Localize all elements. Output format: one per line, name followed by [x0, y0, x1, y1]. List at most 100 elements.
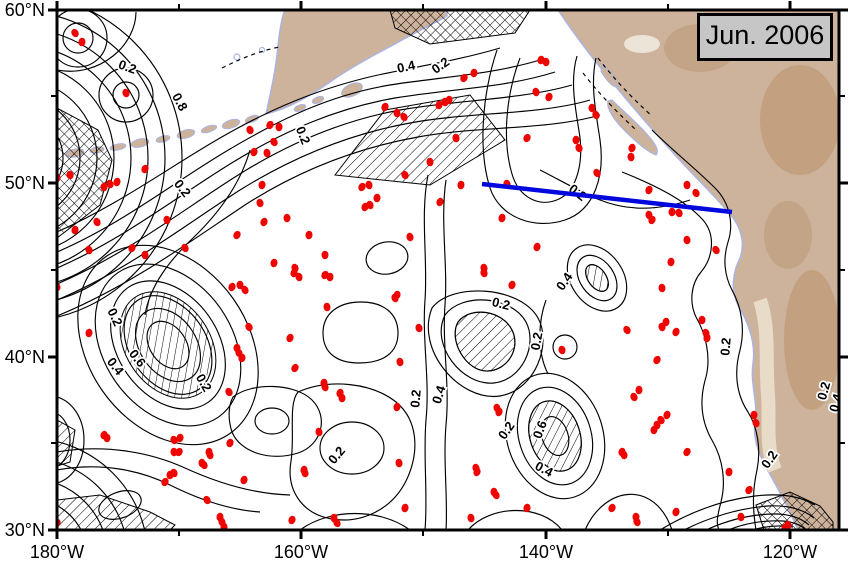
float-dot — [784, 520, 792, 529]
float-dot — [645, 185, 653, 195]
float-dot — [58, 173, 61, 183]
date-label: Jun. 2006 — [706, 20, 825, 50]
vancouver-island — [607, 99, 658, 156]
float-dot — [435, 100, 443, 110]
float-dot — [236, 280, 244, 290]
ship-track-layer — [481, 181, 733, 215]
lon-label: 120°W — [763, 542, 817, 562]
float-dot — [256, 198, 264, 208]
terrain-shading — [760, 65, 838, 175]
float-dot — [58, 282, 61, 292]
float-dot — [305, 230, 313, 240]
float-dot — [246, 125, 254, 135]
float-dot — [508, 280, 516, 290]
float-dot — [750, 410, 758, 420]
float-dot — [492, 490, 500, 500]
float-dot — [175, 447, 183, 457]
float-dot — [467, 513, 475, 523]
float-dot — [365, 180, 373, 190]
float-dot — [78, 37, 86, 47]
mid-loops — [228, 241, 578, 457]
se-coastal-hatch — [755, 491, 834, 529]
float-dot — [245, 322, 253, 332]
float-dot — [258, 180, 266, 190]
float-dot — [683, 235, 691, 245]
float-dot — [627, 152, 635, 162]
float-dot — [393, 402, 401, 412]
float-dot — [333, 518, 341, 528]
float-dot — [752, 418, 760, 428]
float-dot — [181, 243, 189, 253]
float-dot — [558, 345, 566, 355]
float-dot — [533, 242, 541, 252]
float-dot — [323, 302, 331, 312]
lat-label: 40°N — [5, 347, 45, 367]
south-max-contours — [504, 372, 606, 500]
float-dot — [270, 137, 278, 147]
terrain-shading — [764, 201, 812, 269]
float-dot — [653, 355, 661, 365]
sw-corner-contours — [58, 441, 291, 529]
float-dot — [93, 217, 101, 227]
contour-value-label: 0.2 — [814, 380, 833, 401]
lon-label: 160°W — [274, 542, 328, 562]
float-dot — [712, 245, 720, 255]
glacier-patch — [624, 35, 660, 53]
contour-value-label: 0.2 — [717, 337, 734, 356]
float-dot — [668, 207, 676, 217]
float-dot — [170, 468, 178, 478]
float-dot — [657, 415, 665, 425]
float-dot — [703, 333, 711, 343]
float-dot — [141, 164, 149, 174]
alaska-peninsula — [265, 11, 448, 115]
lon-label: 140°W — [519, 542, 573, 562]
lat-label: 60°N — [5, 0, 45, 20]
float-dot — [170, 435, 178, 445]
float-dot — [572, 135, 580, 145]
float-dot — [291, 363, 299, 373]
float-dot — [71, 28, 79, 38]
contour-layer — [58, 11, 816, 529]
float-dot — [250, 147, 258, 157]
float-dot — [452, 133, 460, 143]
float-dot — [635, 385, 643, 395]
float-dot — [623, 325, 631, 335]
float-dot — [103, 433, 111, 443]
gulf-top-hatch — [389, 11, 530, 45]
float-dot — [321, 382, 329, 392]
float-dot — [225, 387, 233, 397]
float-dot — [263, 148, 271, 158]
float-dot — [373, 193, 381, 203]
float-dot — [396, 357, 404, 367]
float-dot — [592, 110, 600, 120]
date-label-box: Jun. 2006 — [697, 13, 833, 61]
float-dot — [393, 290, 401, 300]
float-dot — [588, 103, 596, 113]
float-dot — [240, 475, 248, 485]
lon-label: 180°W — [30, 542, 84, 562]
float-dot — [401, 170, 409, 180]
lat-label: 50°N — [5, 173, 45, 193]
float-dots-layer — [58, 28, 792, 529]
nw-contour-arcs — [58, 11, 183, 318]
hatch-layer — [58, 11, 834, 529]
teardrop-contours — [427, 290, 544, 397]
kodiak-island — [341, 82, 363, 98]
float-dot — [725, 467, 733, 477]
contour-value-label: 0.4 — [396, 57, 418, 76]
float-dot — [445, 95, 453, 105]
float-dot — [295, 272, 303, 282]
float-dot — [692, 188, 700, 198]
float-dot — [241, 285, 249, 295]
float-dot — [608, 503, 616, 513]
float-dot — [575, 143, 583, 153]
float-dot — [361, 202, 369, 212]
float-dot — [66, 170, 74, 180]
float-dot — [315, 427, 323, 437]
float-dot — [301, 468, 309, 478]
contour-value-label: 0.2 — [491, 294, 512, 313]
float-dot — [406, 232, 414, 242]
aleutian-band-hatch — [334, 94, 506, 186]
